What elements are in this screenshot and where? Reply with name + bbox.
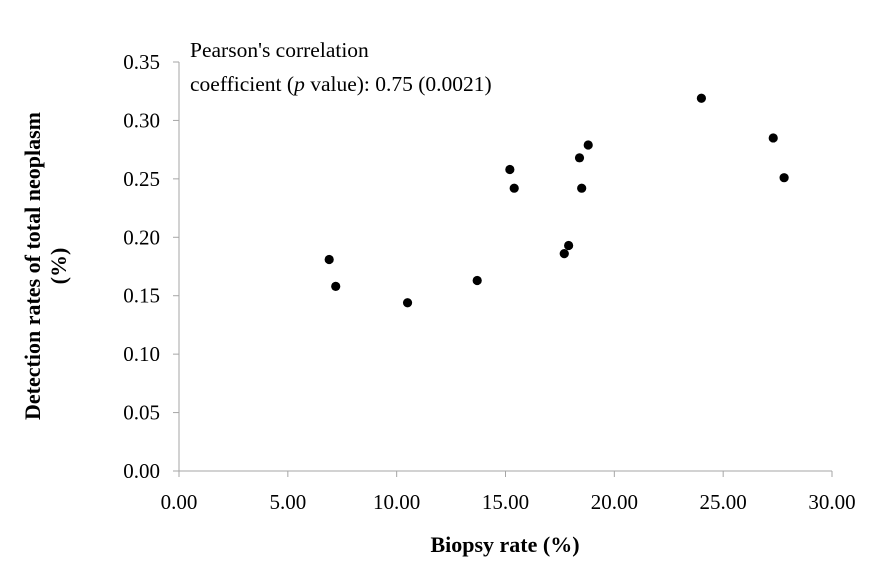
data-point	[564, 240, 574, 251]
data-point	[505, 164, 515, 175]
annotation-line1: Pearson's correlation	[190, 38, 369, 62]
y-axis-title-line2: (%)	[46, 248, 71, 285]
y-axis-title-line1: Detection rates of total neoplasm	[20, 112, 45, 420]
x-tick-label: 25.00	[700, 490, 747, 514]
y-tick-group: 0.00 0.05 0.10 0.15 0.20 0.25 0.30 0.35	[123, 50, 179, 483]
y-tick-label: 0.10	[123, 342, 160, 366]
y-tick-label: 0.05	[123, 401, 160, 425]
annotation-line2-suffix: value): 0.75 (0.0021)	[305, 72, 492, 96]
data-point	[402, 298, 413, 308]
data-point	[509, 183, 519, 193]
annotation-line2: coefficient (p value): 0.75 (0.0021)	[190, 72, 492, 96]
y-tick-label: 0.30	[123, 108, 160, 132]
x-tick-label: 20.00	[591, 490, 638, 514]
data-point	[696, 93, 707, 103]
x-axis-title: Biopsy rate (%)	[430, 532, 579, 557]
correlation-annotation: Pearson's correlation coefficient (p val…	[190, 38, 492, 96]
data-points	[324, 93, 789, 308]
x-tick-group: 0.00 5.00 10.00 15.00 20.00 25.00 30.00	[161, 471, 856, 514]
data-point	[331, 281, 341, 291]
axes	[178, 62, 832, 472]
x-tick-label: 5.00	[269, 490, 306, 514]
x-tick-label: 0.00	[161, 490, 198, 514]
y-tick-label: 0.25	[123, 167, 160, 191]
data-point	[768, 133, 778, 143]
y-tick-label: 0.20	[123, 225, 160, 249]
x-tick-label: 10.00	[373, 490, 420, 514]
data-point	[577, 183, 587, 193]
data-point	[779, 173, 789, 183]
y-tick-label: 0.35	[123, 50, 160, 74]
y-tick-label: 0.00	[123, 459, 160, 483]
y-axis-title: Detection rates of total neoplasm (%)	[20, 112, 71, 420]
data-point	[324, 254, 334, 265]
x-tick-label: 15.00	[482, 490, 529, 514]
y-tick-label: 0.15	[123, 284, 160, 308]
x-tick-label: 30.00	[808, 490, 855, 514]
data-point	[559, 249, 569, 259]
data-point	[472, 275, 482, 286]
annotation-p-italic: p	[292, 72, 305, 96]
annotation-line2-prefix: coefficient (	[190, 72, 294, 96]
data-point	[574, 153, 585, 163]
data-point	[583, 140, 593, 150]
